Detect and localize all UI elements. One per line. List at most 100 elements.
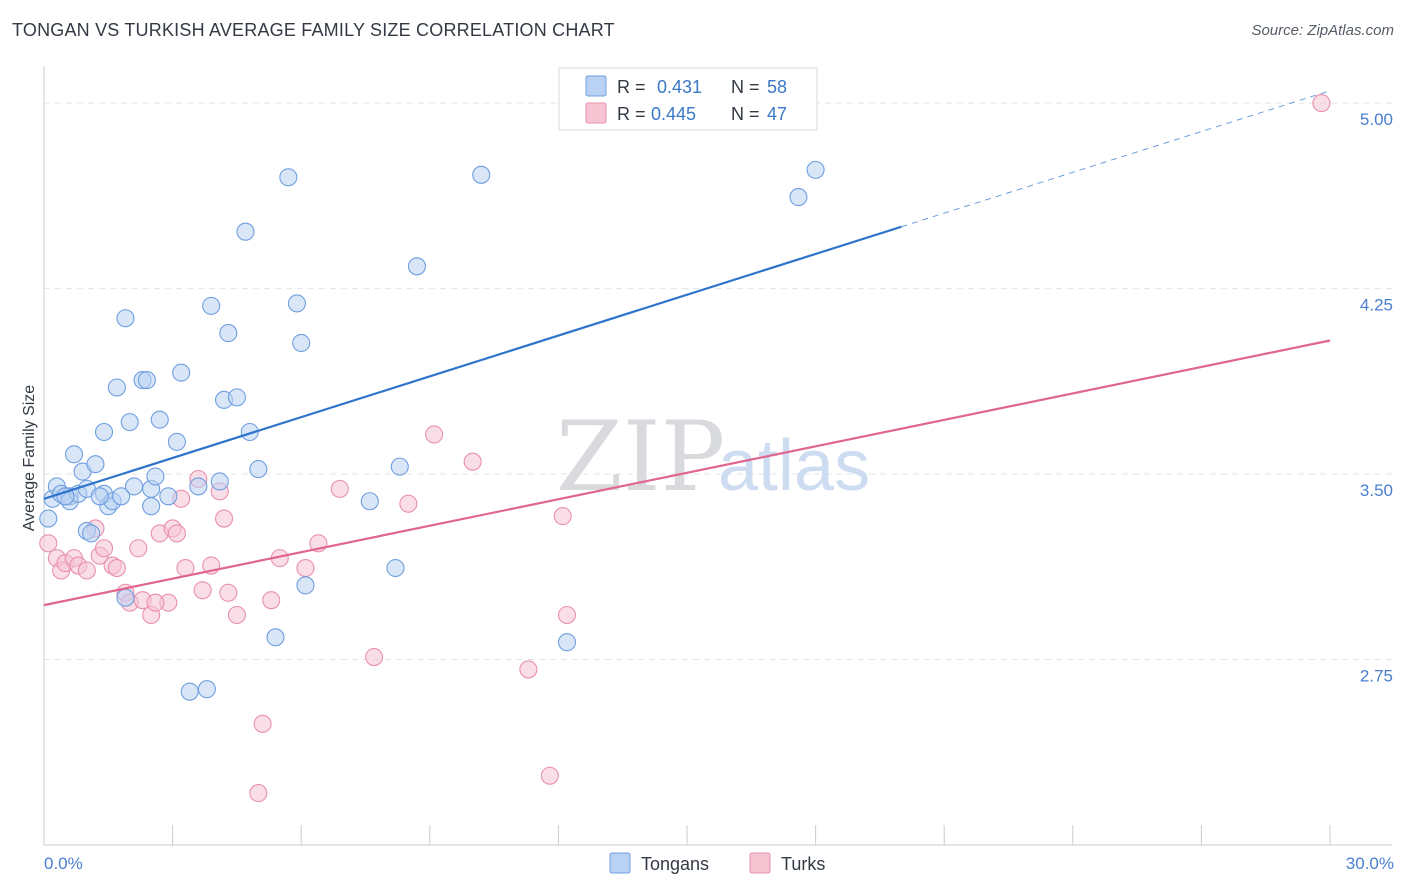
trend-lines <box>43 90 1331 607</box>
turks-point <box>253 714 272 733</box>
tongans-point <box>159 487 178 506</box>
tongans-point <box>150 410 169 429</box>
legend-swatch-tongans <box>585 75 607 97</box>
turks-point <box>94 539 114 558</box>
turks-point <box>463 452 482 471</box>
turks-point <box>540 766 559 785</box>
turks-point <box>193 581 212 600</box>
tongans-point <box>56 487 75 506</box>
tongans-point <box>210 472 229 491</box>
tongans-point <box>789 188 808 207</box>
watermark-atlas: atlas <box>718 426 870 506</box>
tongans-point <box>172 363 191 382</box>
turks-point <box>557 605 577 625</box>
tongans-point <box>112 487 131 506</box>
tongans-point <box>227 388 246 407</box>
tongans-point <box>472 165 491 184</box>
legend-stats: R = 0.431 N = 58 R = 0.445 N = 47 <box>558 67 818 131</box>
axes <box>43 66 1392 846</box>
tongans-point <box>107 378 126 397</box>
tongans-point <box>64 445 84 464</box>
legend-series: Tongans Turks <box>609 852 825 874</box>
legend-n-value-turks: 47 <box>767 104 787 124</box>
tongans-point <box>219 324 238 343</box>
turks-point <box>365 648 384 667</box>
tongans-point <box>180 682 199 701</box>
watermark-zip: ZIP <box>556 401 725 513</box>
y-tick-label: 5.00 <box>1360 110 1393 129</box>
tongans-point <box>557 633 577 652</box>
turks-point <box>214 509 234 528</box>
turks-point <box>553 507 572 526</box>
turks-point <box>77 561 96 580</box>
tongans-trend-line <box>43 225 902 500</box>
tongans-point <box>390 457 409 476</box>
legend-bottom-swatch-turks <box>749 852 771 874</box>
tongans-point <box>116 309 135 328</box>
tongans-point <box>124 477 144 496</box>
legend-bottom-swatch-tongans <box>609 852 631 874</box>
x-tick-label-min: 0.0% <box>44 854 83 873</box>
legend-r-label-turks: R = <box>617 104 646 124</box>
tongans-point <box>360 492 379 511</box>
tongans-point <box>296 576 315 595</box>
legend-n-value-tongans: 58 <box>767 77 787 97</box>
tongans-point <box>197 680 216 699</box>
legend-n-label-tongans: N = <box>731 77 760 97</box>
tongans-point <box>142 497 161 516</box>
turks-trend-line <box>43 339 1331 607</box>
tongans-point <box>287 294 306 313</box>
legend-r-value-turks: 0.445 <box>651 104 696 124</box>
turks-point <box>227 605 246 625</box>
turks-point <box>129 539 148 558</box>
tongans-point <box>39 509 58 528</box>
y-tick-labels: 2.75 3.50 4.25 5.00 <box>1360 110 1393 685</box>
y-tick-label: 2.75 <box>1360 667 1393 686</box>
source-label: Source: ZipAtlas.com <box>1251 22 1394 39</box>
tongans-point <box>249 460 268 479</box>
turks-point <box>425 425 444 444</box>
legend-bottom-label-turks: Turks <box>781 854 825 874</box>
tongans-point <box>167 432 186 451</box>
tongans-point <box>806 160 825 179</box>
y-axis-title: Average Family Size <box>21 385 38 532</box>
tongans-point <box>90 487 109 506</box>
tongans-point <box>86 455 105 474</box>
tongans-point <box>292 333 311 353</box>
tongans-point <box>94 422 114 442</box>
turks-point <box>219 583 238 602</box>
legend-r-label-tongans: R = <box>617 77 646 97</box>
legend-n-label-turks: N = <box>731 104 760 124</box>
turks-point <box>39 534 58 553</box>
turks-point <box>107 558 126 578</box>
tongans-trend-extension <box>901 90 1331 228</box>
legend-r-value-tongans: 0.431 <box>657 77 702 97</box>
turks-point <box>1312 94 1331 113</box>
tongans-point <box>120 413 139 432</box>
grid-lines <box>44 102 1392 661</box>
turks-point <box>296 558 315 578</box>
legend-bottom-label-tongans: Tongans <box>641 854 709 874</box>
x-tick-label-max: 30.0% <box>1346 854 1394 873</box>
turks-point <box>249 784 268 803</box>
tongans-point <box>266 628 285 647</box>
tongans-point <box>279 168 298 187</box>
tongans-point <box>137 371 156 390</box>
tongans-point <box>116 588 135 607</box>
tongans-point <box>240 422 259 442</box>
tongans-points <box>39 160 825 701</box>
turks-point <box>262 591 281 610</box>
tongans-point <box>386 558 405 578</box>
turks-point <box>167 524 186 543</box>
y-tick-label: 3.50 <box>1360 481 1393 500</box>
turks-point <box>330 479 349 498</box>
turks-point <box>146 593 165 612</box>
legend-swatch-turks <box>585 102 607 124</box>
tongans-point <box>82 524 101 543</box>
tongans-point <box>236 222 255 241</box>
chart-title: TONGAN VS TURKISH AVERAGE FAMILY SIZE CO… <box>12 20 615 40</box>
turks-point <box>399 494 418 513</box>
tongans-point <box>202 296 221 315</box>
turks-point <box>519 660 538 679</box>
